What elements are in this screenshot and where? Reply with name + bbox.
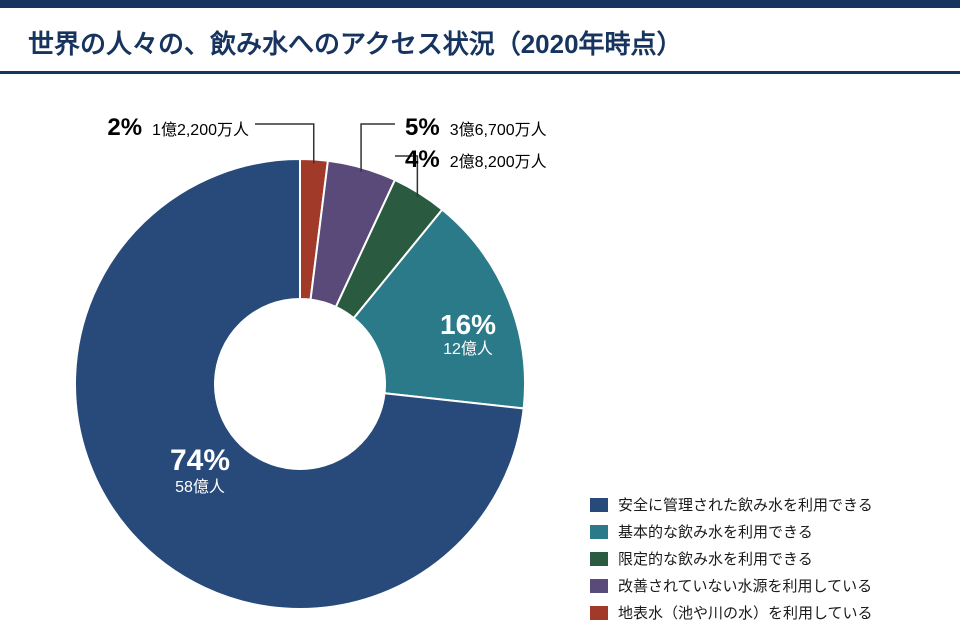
legend-item: 改善されていない水源を利用している (590, 575, 873, 596)
callout-pct: 4% (405, 146, 440, 173)
callout-pop: 3億6,700万人 (450, 122, 547, 139)
callout-surface: 2% 1億2,200万人 (107, 114, 249, 143)
legend-item: 基本的な飲み水を利用できる (590, 521, 873, 542)
legend-label: 地表水（池や川の水）を利用している (618, 602, 873, 623)
legend-swatch (590, 525, 608, 539)
leader-surface (255, 124, 314, 163)
legend-swatch (590, 579, 608, 593)
slice-label-pct: 16% (440, 309, 496, 341)
slice-label-pop: 58億人 (170, 479, 230, 497)
legend-item: 地表水（池や川の水）を利用している (590, 602, 873, 623)
legend-swatch (590, 498, 608, 512)
callout-unimproved: 5% 3億6,700万人 (405, 114, 547, 143)
callout-pop: 2億8,200万人 (450, 154, 547, 171)
legend-label: 限定的な飲み水を利用できる (618, 548, 813, 569)
legend-swatch (590, 552, 608, 566)
legend-label: 安全に管理された飲み水を利用できる (618, 494, 873, 515)
slice-label-pop: 12億人 (440, 341, 496, 359)
slice-label-safe: 74%58億人 (170, 444, 230, 497)
legend-swatch (590, 606, 608, 620)
legend-item: 安全に管理された飲み水を利用できる (590, 494, 873, 515)
page-title: 世界の人々の、飲み水へのアクセス状況（2020年時点） (0, 8, 960, 71)
leader-unimproved (361, 124, 395, 172)
top-bar (0, 0, 960, 8)
legend-label: 基本的な飲み水を利用できる (618, 521, 813, 542)
callout-pct: 2% (107, 114, 142, 141)
callout-pct: 5% (405, 114, 440, 141)
slice-label-pct: 74% (170, 444, 230, 479)
legend: 安全に管理された飲み水を利用できる基本的な飲み水を利用できる限定的な飲み水を利用… (590, 494, 873, 629)
slice-label-basic: 16%12億人 (440, 309, 496, 360)
legend-label: 改善されていない水源を利用している (618, 575, 872, 596)
callout-pop: 1億2,200万人 (152, 122, 249, 139)
legend-item: 限定的な飲み水を利用できる (590, 548, 873, 569)
chart-area: 2% 1億2,200万人 5% 3億6,700万人 4% 2億8,200万人 16%12億人… (0, 74, 960, 634)
callout-limited: 4% 2億8,200万人 (405, 146, 547, 175)
